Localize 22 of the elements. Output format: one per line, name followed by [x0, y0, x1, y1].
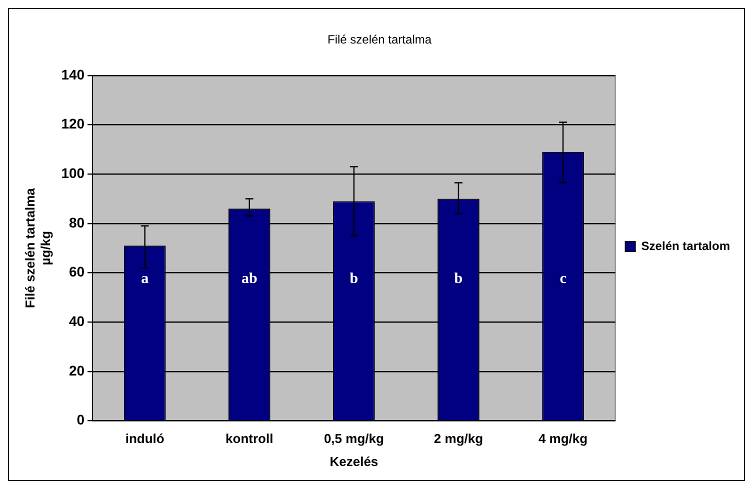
x-tick-label: 4 mg/kg	[538, 431, 588, 446]
x-tick-label: induló	[125, 431, 164, 446]
y-axis-title: Filé szelén tartalma µg/kg	[22, 187, 53, 308]
y-tick-label: 0	[76, 412, 85, 428]
x-axis-title: Kezelés	[330, 454, 378, 469]
y-tick-label: 40	[68, 312, 85, 329]
annotation: c	[560, 271, 567, 288]
annotation: a	[141, 271, 150, 288]
y-tick-label: 60	[68, 264, 85, 280]
y-tick-label: 120	[61, 116, 85, 132]
annotation: ab	[241, 271, 258, 288]
chart-title: Filé szelén tartalma	[327, 32, 432, 47]
x-tick-label: 0,5 mg/kg	[324, 431, 384, 446]
x-tick-label: 2 mg/kg	[434, 431, 484, 446]
y-tick-label: 140	[61, 66, 85, 82]
y-tick-label: 100	[61, 164, 85, 181]
y-tick-label: 20	[68, 362, 85, 378]
annotation: b	[350, 271, 358, 288]
y-tick-label: 80	[68, 214, 85, 230]
legend-label: Szelén tartalom	[641, 238, 730, 253]
annotation: b	[454, 271, 463, 288]
x-tick-label: kontroll	[226, 431, 274, 446]
